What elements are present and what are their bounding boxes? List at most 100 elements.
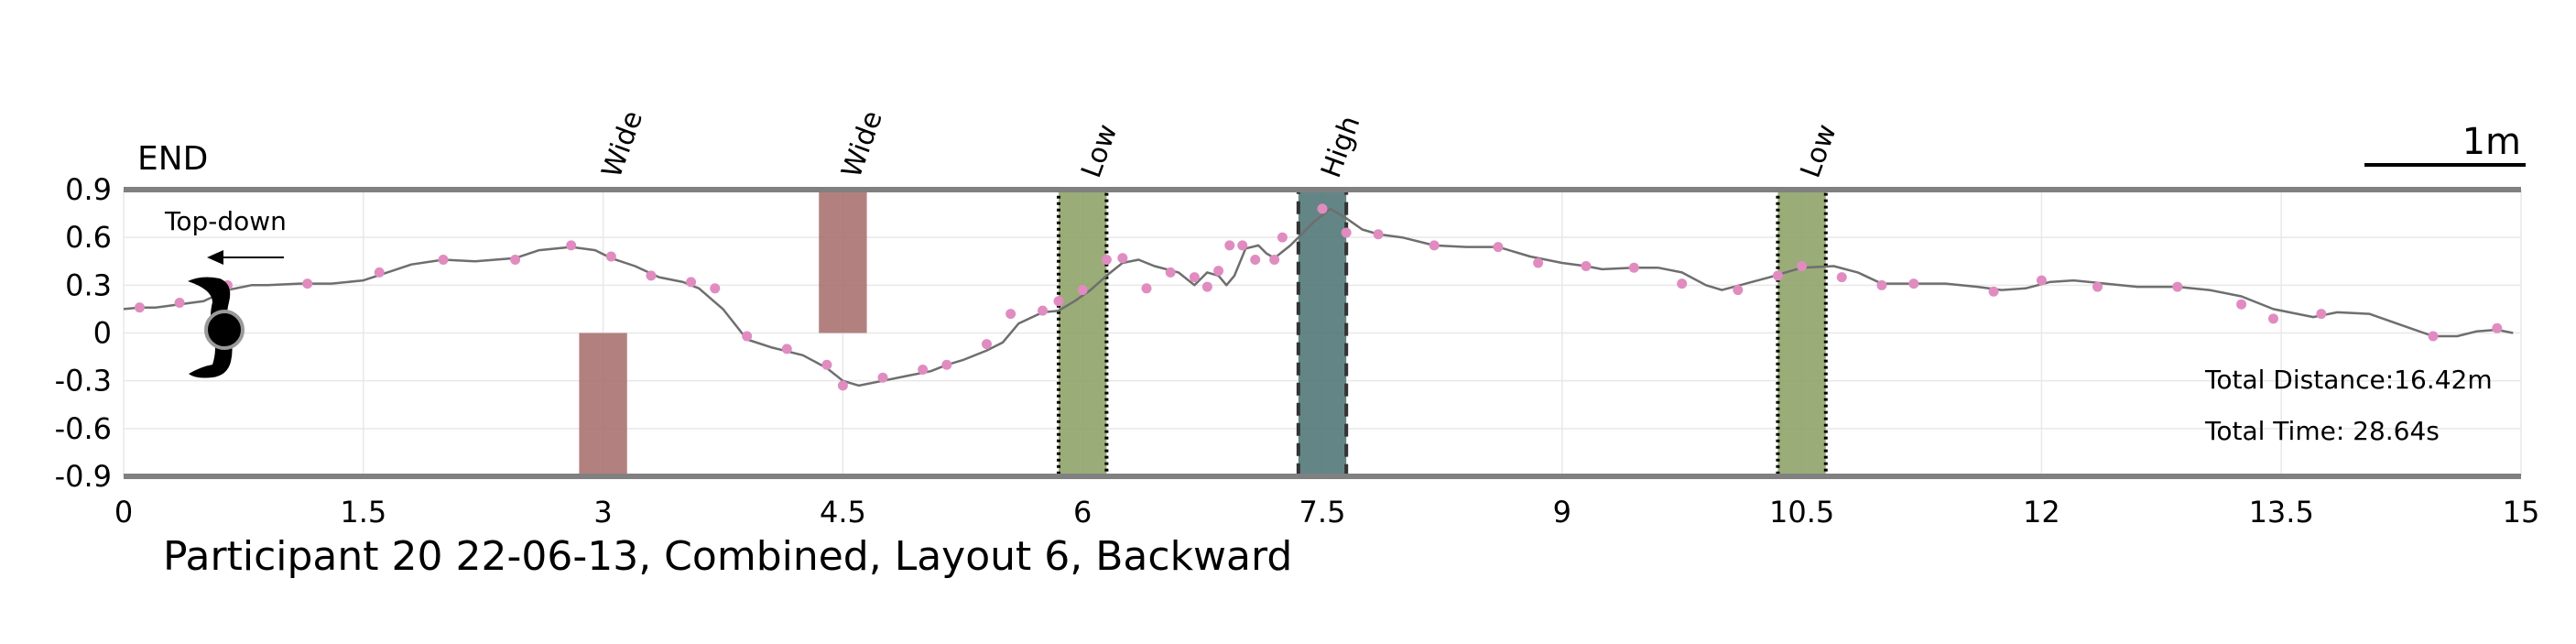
trajectory-point <box>1250 255 1261 266</box>
trajectory-point <box>1772 270 1783 281</box>
trajectory-point <box>605 251 616 262</box>
trajectory-point <box>2267 313 2278 324</box>
trajectory-point <box>302 278 313 289</box>
trajectory-point <box>781 344 792 355</box>
trajectory-point <box>1224 240 1235 251</box>
trajectory-point <box>1429 240 1440 251</box>
trajectory-point <box>1269 255 1280 266</box>
trajectory-point <box>1038 305 1049 316</box>
trajectory-point <box>1628 262 1639 273</box>
trajectory-point <box>1797 260 1808 271</box>
y-tick-label: -0.6 <box>55 411 112 446</box>
end-label: END <box>137 140 208 178</box>
x-tick-label: 7.5 <box>1299 495 1346 529</box>
obstacle-wide <box>579 333 627 476</box>
trajectory-point <box>1277 232 1288 243</box>
x-tick-label: 13.5 <box>2249 495 2314 529</box>
x-tick-label: 10.5 <box>1769 495 1834 529</box>
x-tick-label: 9 <box>1553 495 1571 529</box>
obstacle-label: Low <box>1795 120 1843 181</box>
trajectory-point <box>1053 296 1064 307</box>
obstacle-label: Low <box>1075 120 1124 181</box>
trajectory-point <box>877 372 888 383</box>
decor <box>188 163 2526 378</box>
obstacle-high <box>1296 188 1349 478</box>
trajectory-point <box>1836 272 1847 283</box>
x-tick-label: 1.5 <box>340 495 386 529</box>
trajectory-point <box>1988 286 1999 297</box>
obstacle-low <box>1057 188 1109 478</box>
trajectory-point <box>1493 242 1504 253</box>
trajectory-point <box>374 267 385 278</box>
trajectory-point <box>510 255 521 266</box>
trajectory-point <box>686 277 697 288</box>
y-tick-label: 0.6 <box>65 220 112 255</box>
obstacle-label: High <box>1315 112 1366 182</box>
x-tick-label: 15 <box>2503 495 2540 529</box>
obstacles <box>579 188 1828 478</box>
trajectory-point <box>1117 253 1128 264</box>
total-distance: Total Distance:16.42m <box>2204 365 2493 395</box>
scale-bar-label: 1m <box>2462 121 2521 163</box>
trajectory-point <box>646 270 657 281</box>
y-tick-label: 0.3 <box>65 267 112 302</box>
trajectory-point <box>1581 260 1592 271</box>
trajectory-point <box>1165 267 1176 278</box>
x-tick-label: 6 <box>1073 495 1092 529</box>
trajectory-point <box>1189 272 1200 283</box>
total-time: Total Time: 28.64s <box>2204 416 2440 446</box>
trajectory-point <box>1005 309 1016 320</box>
trajectory-point <box>1677 278 1688 289</box>
trajectory-point <box>1341 227 1352 238</box>
trajectory-point <box>1101 255 1112 266</box>
trajectory-point <box>1317 203 1328 214</box>
trajectory-point <box>1213 266 1224 277</box>
x-tick-label: 0 <box>114 495 133 529</box>
obstacle-label: Wide <box>596 106 649 181</box>
footprint-icon <box>188 277 245 378</box>
x-tick-label: 12 <box>2023 495 2060 529</box>
trajectory-point <box>566 240 577 251</box>
trajectory-point <box>981 339 992 350</box>
obstacle-label: Wide <box>835 106 888 181</box>
view-label: Top-down <box>164 206 287 236</box>
trajectory-point <box>2316 309 2327 320</box>
trajectory-point <box>710 283 721 294</box>
labels: END Top-down 1m Total Distance:16.42m To… <box>55 106 2540 580</box>
trajectory-point <box>2092 281 2103 292</box>
trajectory-point <box>134 302 145 313</box>
trajectory-point <box>2236 299 2247 310</box>
trajectory-point <box>837 380 848 391</box>
trajectory-point <box>1141 283 1152 294</box>
trajectory-point <box>1373 229 1384 240</box>
trajectory-point <box>1237 240 1248 251</box>
trajectory-point <box>1201 281 1212 292</box>
trajectory-point <box>1733 285 1744 296</box>
trajectory-point <box>918 364 929 375</box>
trajectory-point <box>1908 278 1919 289</box>
trajectory-point <box>941 359 952 370</box>
trajectory-point <box>174 297 185 308</box>
trajectory-point <box>2172 281 2183 292</box>
axes <box>124 187 2521 479</box>
trajectory-point <box>438 255 449 266</box>
y-tick-label: 0.9 <box>65 172 112 207</box>
trajectory-point <box>1077 285 1088 296</box>
chart-title: Participant 20 22-06-13, Combined, Layou… <box>163 533 1292 580</box>
trajectory-point <box>1533 257 1544 268</box>
trajectory-points <box>134 203 2503 391</box>
obstacle-wide <box>819 190 867 333</box>
trajectory-point <box>1876 279 1887 290</box>
arrow-head-icon <box>207 250 223 265</box>
trajectory-point <box>2492 322 2503 333</box>
x-tick-label: 3 <box>593 495 612 529</box>
trajectory-point <box>821 359 832 370</box>
trajectory-point <box>2036 275 2047 286</box>
trajectory-point <box>742 331 753 342</box>
x-tick-label: 4.5 <box>820 495 866 529</box>
y-tick-label: -0.9 <box>55 459 112 494</box>
y-tick-label: -0.3 <box>55 364 112 398</box>
y-tick-label: 0 <box>93 316 112 351</box>
obstacle-low <box>1776 188 1828 478</box>
